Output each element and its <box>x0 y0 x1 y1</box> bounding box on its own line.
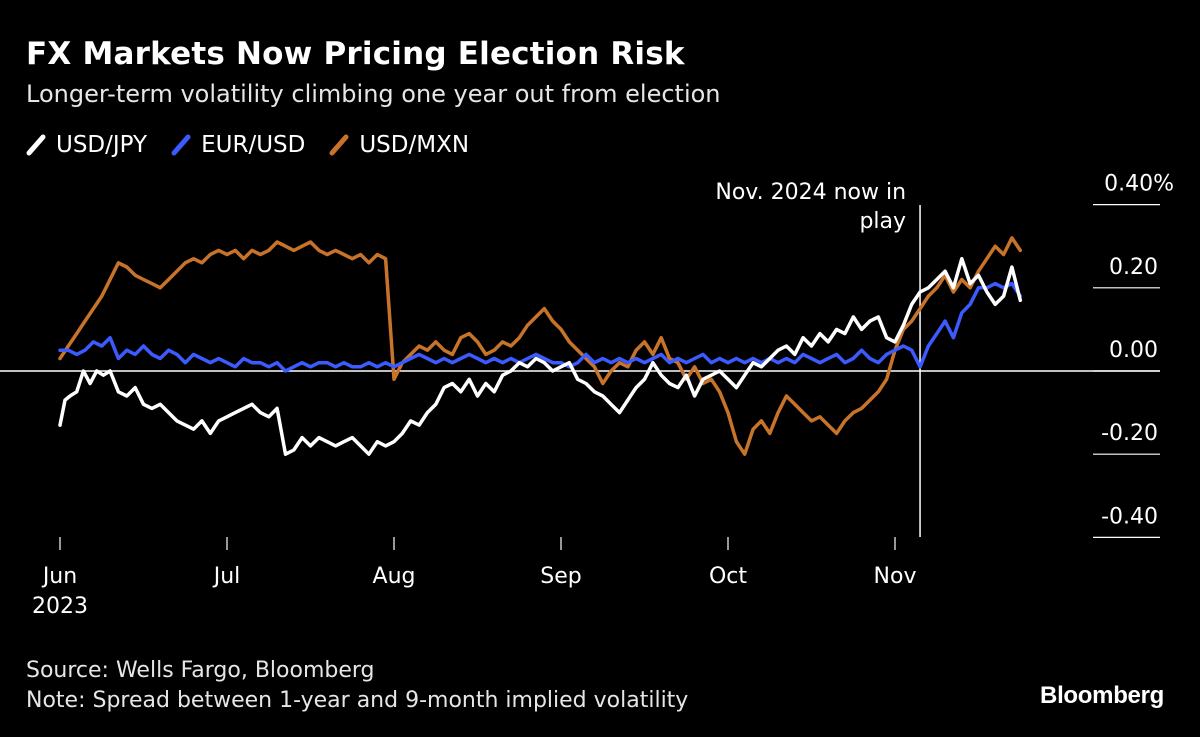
line-chart: 0.40% 0.20 0.00 -0.20 -0.40 Jun 2023 Jul Aug Sep O… <box>0 172 1174 619</box>
x-tick-label: Oct <box>709 564 747 589</box>
legend-swatch-usdmxn <box>329 134 349 156</box>
chart-title: FX Markets Now Pricing Election Risk <box>26 36 685 72</box>
series-line-usdmxn <box>58 236 1023 456</box>
x-tick-year-label: 2023 <box>32 594 88 619</box>
legend-label-usdjpy: USD/JPY <box>56 132 148 158</box>
legend-item-usdmxn: USD/MXN <box>329 132 469 158</box>
legend-swatch-line-usdjpy <box>26 134 46 156</box>
annotation-text: Nov. 2024 now in <box>715 180 906 205</box>
legend-swatch-eurusd <box>171 134 191 156</box>
y-tick-label: 0.20 <box>1109 255 1158 280</box>
legend-swatch-usdjpy <box>26 134 46 156</box>
x-tick-label: Sep <box>540 564 581 589</box>
series-line-eurusd <box>58 281 1023 373</box>
annotation-text: play <box>859 209 906 234</box>
x-tick-label: Nov <box>874 564 917 589</box>
x-tick-label: Jul <box>212 564 241 589</box>
legend-swatch-line-usdmxn <box>329 134 349 156</box>
x-tick-label: Aug <box>373 564 416 589</box>
y-tick-label: -0.40 <box>1101 504 1158 529</box>
legend-label-eurusd: EUR/USD <box>201 132 306 158</box>
legend-label-usdmxn: USD/MXN <box>359 132 470 158</box>
legend-swatch-line-eurusd <box>171 134 191 156</box>
legend-item-eurusd: EUR/USD <box>171 132 305 158</box>
bloomberg-logo: Bloomberg <box>1040 682 1164 709</box>
x-tick-label: Jun <box>41 564 77 589</box>
y-tick-label: -0.20 <box>1101 421 1158 446</box>
source-note: Source: Wells Fargo, Bloomberg <box>26 658 375 683</box>
series-line-usdjpy <box>58 256 1023 456</box>
y-tick-label: 0.40% <box>1104 172 1174 197</box>
legend: USD/JPY EUR/USD USD/MXN <box>26 132 469 158</box>
legend-item-usdjpy: USD/JPY <box>26 132 147 158</box>
footnote: Note: Spread between 1-year and 9-month … <box>26 688 689 713</box>
chart-subtitle: Longer-term volatility climbing one year… <box>26 80 721 108</box>
y-tick-label: 0.00 <box>1109 338 1158 363</box>
